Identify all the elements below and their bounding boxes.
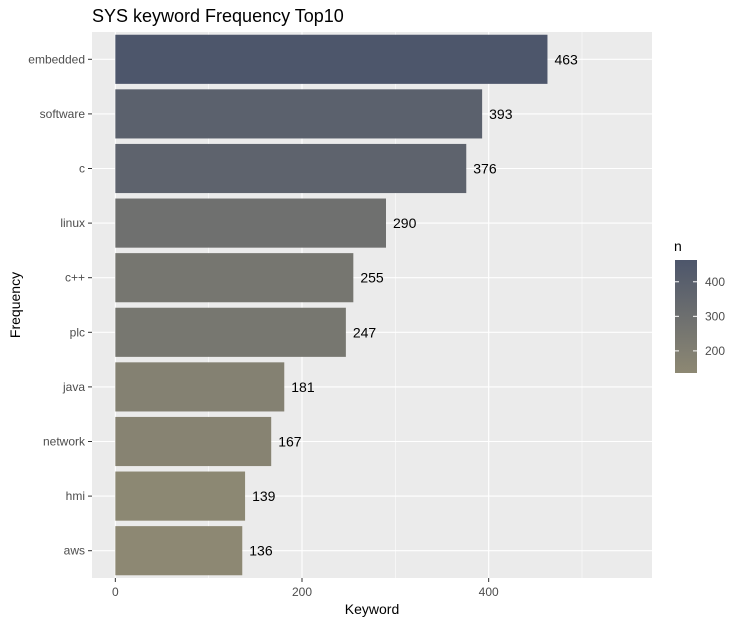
bar-embedded bbox=[115, 34, 548, 84]
y-axis-ticks: embedded software c linux c++ plc java network h… bbox=[28, 52, 92, 558]
data-label-c++: 255 bbox=[360, 270, 384, 286]
data-label-java: 181 bbox=[291, 379, 315, 395]
legend-tick-label: 400 bbox=[705, 275, 725, 289]
legend-tick-label: 200 bbox=[705, 344, 725, 358]
x-tick-label: 0 bbox=[112, 585, 119, 599]
y-tick-label: software bbox=[40, 107, 86, 121]
bar-software bbox=[115, 89, 483, 139]
data-label-aws: 136 bbox=[249, 543, 273, 559]
x-axis-title: Keyword bbox=[345, 601, 399, 617]
bar-c++ bbox=[115, 253, 354, 303]
x-tick-label: 400 bbox=[479, 585, 499, 599]
bar-aws bbox=[115, 526, 243, 576]
bar-hmi bbox=[115, 471, 246, 521]
bar-java bbox=[115, 362, 285, 412]
y-tick-label: network bbox=[43, 435, 86, 449]
legend-tick-label: 300 bbox=[705, 309, 725, 323]
data-label-plc: 247 bbox=[353, 324, 377, 340]
data-label-linux: 290 bbox=[393, 215, 417, 231]
bar-c bbox=[115, 143, 467, 194]
bar-linux bbox=[115, 198, 386, 248]
data-label-network: 167 bbox=[278, 434, 302, 450]
y-tick-label: linux bbox=[60, 216, 85, 230]
y-tick-label: hmi bbox=[66, 489, 85, 503]
y-tick-label: plc bbox=[70, 325, 85, 339]
x-tick-label: 200 bbox=[292, 585, 312, 599]
y-axis-title: Frequency bbox=[7, 272, 23, 338]
y-tick-label: aws bbox=[64, 544, 85, 558]
data-label-c: 376 bbox=[473, 161, 497, 177]
legend-colorbar bbox=[675, 260, 697, 373]
data-label-embedded: 463 bbox=[554, 51, 578, 67]
bar-network bbox=[115, 416, 272, 467]
data-label-hmi: 139 bbox=[252, 488, 276, 504]
chart-title: SYS keyword Frequency Top10 bbox=[92, 6, 344, 26]
y-tick-label: java bbox=[62, 380, 85, 394]
y-tick-label: c bbox=[79, 162, 85, 176]
color-legend: n 200 300 400 bbox=[674, 238, 725, 373]
bars bbox=[115, 34, 548, 576]
y-tick-label: embedded bbox=[28, 52, 85, 66]
bar-plc bbox=[115, 307, 346, 357]
legend-ticks: 200 300 400 bbox=[675, 275, 725, 358]
data-label-software: 393 bbox=[489, 106, 513, 122]
legend-title: n bbox=[674, 238, 682, 254]
data-labels: 463 393 376 290 255 247 181 167 139 136 bbox=[249, 51, 578, 558]
y-tick-label: c++ bbox=[65, 271, 85, 285]
x-axis-ticks: 0 200 400 bbox=[112, 578, 499, 599]
